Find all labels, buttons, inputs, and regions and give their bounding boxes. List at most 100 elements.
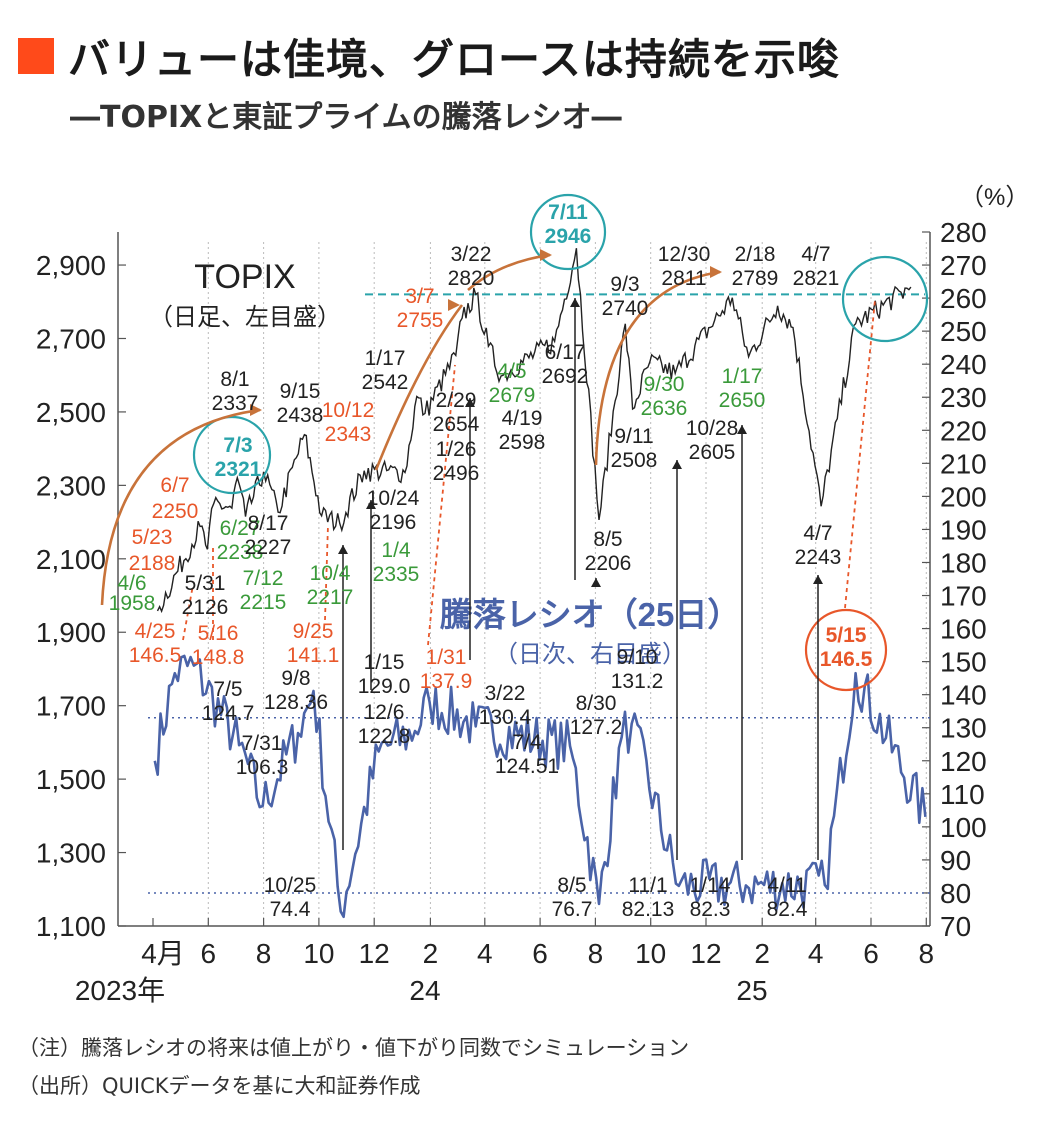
source-line: （出所）QUICKデータを基に大和証券作成 [18, 1074, 421, 1098]
right-tick-label: 230 [940, 382, 987, 413]
note-line: （注）騰落レシオの将来は値上がり・値下がり同数でシミュレーション [18, 1036, 690, 1060]
ratio-label-date: 3/22 [485, 682, 526, 705]
right-tick-label: 210 [940, 448, 987, 479]
topix-label-value: 2821 [793, 267, 840, 290]
right-tick-label: 270 [940, 250, 987, 281]
marker-dash [844, 299, 876, 609]
topix-label-value: 2343 [325, 423, 372, 446]
topix-label-value: 2755 [397, 309, 444, 332]
ratio-label-value: 129.0 [358, 675, 411, 698]
x-tick-label: 4 [808, 938, 824, 969]
topix-label-date: 5/23 [132, 526, 173, 549]
topix-label-date: 4/7 [801, 243, 830, 266]
ratio-label-date: 9/10 [617, 646, 658, 669]
topix-label-value: 2215 [240, 591, 287, 614]
x-tick-label: 6 [201, 938, 217, 969]
right-tick-label: 260 [940, 283, 987, 314]
right-tick-label: 160 [940, 614, 987, 645]
left-tick-label: 1,900 [36, 617, 106, 648]
ratio-label-date: 5/15 [826, 624, 867, 647]
right-tick-label: 220 [940, 415, 987, 446]
left-tick-label: 2,500 [36, 397, 106, 428]
topix-label-date: 1/17 [722, 365, 763, 388]
ratio-label-date: 9/25 [293, 620, 334, 643]
topix-label-date: 9/11 [614, 425, 653, 448]
year-label: 24 [409, 975, 440, 1006]
topix-label-date: 1/17 [365, 347, 406, 370]
marker-stem-head [672, 460, 682, 469]
x-tick-label: 6 [532, 938, 548, 969]
title-row: バリューは佳境、グロースは持続を示唆 [18, 30, 840, 84]
x-tick-label: 12 [359, 938, 390, 969]
left-tick-label: 1,700 [36, 691, 106, 722]
topix-label-date: 10/24 [367, 487, 420, 510]
ratio-label-date: 7/5 [213, 678, 242, 701]
x-tick-label: 2 [423, 938, 439, 969]
topix-label-value: 2438 [277, 404, 324, 427]
ratio-label-value: 124.7 [202, 702, 255, 725]
marker-stem-head [465, 398, 475, 407]
topix-label-date: 10/28 [686, 417, 739, 440]
chart-title: バリューは佳境、グロースは持続を示唆 [68, 34, 840, 84]
marker-stem-head [591, 578, 601, 587]
marker-stem-head [338, 545, 348, 554]
right-tick-label: 120 [940, 746, 987, 777]
title-marker [18, 38, 54, 74]
topix-label-value: 2196 [370, 511, 417, 534]
x-tick-label: 4月 [141, 938, 185, 969]
right-tick-label: 240 [940, 349, 987, 380]
ratio-series-label: 騰落レシオ（25日） [440, 596, 741, 633]
topix-label-date: 2/18 [735, 243, 776, 266]
topix-label-date: 4/5 [497, 360, 526, 383]
topix-label-date: 5/31 [185, 572, 226, 595]
topix-label-date: 2/29 [436, 389, 477, 412]
ratio-label-date: 1/14 [690, 874, 731, 897]
marker-stem-head [366, 500, 376, 509]
series-ratio-line [153, 654, 927, 919]
trend-arrow-1 [100, 408, 261, 606]
topix-label-date: 9/30 [644, 373, 685, 396]
left-tick-label: 2,300 [36, 470, 106, 501]
x-tick-label: 6 [863, 938, 879, 969]
trend-arrowhead-1 [250, 404, 262, 416]
series-topix-line [156, 248, 912, 614]
topix-label-date: 8/5 [593, 528, 622, 551]
topix-label-value: 2542 [362, 371, 409, 394]
ratio-label-date: 11/1 [628, 874, 667, 897]
left-tick-label: 1,300 [36, 838, 106, 869]
topix-label-date: 3/22 [451, 243, 492, 266]
x-tick-label: 8 [588, 938, 604, 969]
topix-label-value: 2188 [129, 552, 176, 575]
ratio-label-value: 74.4 [270, 898, 311, 921]
right-tick-label: 100 [940, 812, 987, 843]
topix-label-value: 2679 [489, 384, 536, 407]
highlight-circle-jul-2024 [529, 193, 607, 271]
ratio-label-value: 122.8 [358, 725, 411, 748]
topix-label-value: 2217 [307, 586, 354, 609]
right-tick-label: 130 [940, 713, 987, 744]
topix-label-value: 2820 [448, 267, 495, 290]
topix-label-date: 4/6 [117, 572, 146, 595]
topix-label-value: 2636 [641, 397, 688, 420]
ratio-label-value: 148.8 [192, 646, 245, 669]
ratio-label-date: 4/11 [767, 874, 806, 897]
topix-label-date: 7/11 [548, 201, 588, 224]
right-tick-label: 280 [940, 217, 987, 248]
ratio-label-date: 5/16 [198, 622, 239, 645]
ratio-label-value: 146.5 [820, 648, 873, 671]
topix-label-value: 2740 [602, 297, 649, 320]
ratio-label-date: 8/5 [557, 874, 586, 897]
right-tick-label: 170 [940, 581, 987, 612]
ratio-label-value: 76.7 [552, 898, 593, 921]
topix-label-value: 2650 [719, 389, 766, 412]
topix-label-date: 4/7 [803, 522, 832, 545]
right-tick-label: 80 [940, 878, 971, 909]
left-tick-label: 1,500 [36, 764, 106, 795]
trend-arrowhead-4 [710, 266, 722, 278]
x-tick-label: 10 [303, 938, 334, 969]
topix-series-sub: （日足、左目盛） [149, 304, 341, 331]
topix-label-value: 2227 [245, 536, 292, 559]
marker-stem-head [737, 425, 747, 434]
topix-label-date: 9/3 [610, 273, 639, 296]
